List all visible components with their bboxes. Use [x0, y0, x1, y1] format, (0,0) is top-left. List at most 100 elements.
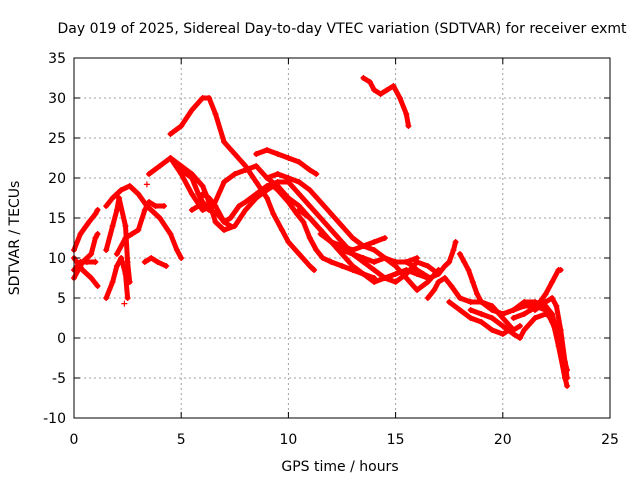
- data-point: [446, 299, 453, 305]
- data-point: [141, 259, 148, 265]
- data-point: [263, 175, 270, 181]
- data-point: [94, 283, 101, 289]
- data-point: [296, 191, 303, 197]
- series-track-1: [71, 207, 101, 253]
- data-point: [212, 111, 219, 117]
- data-point: [122, 235, 129, 241]
- y-axis-title: SDTVAR / TECUs: [7, 181, 23, 296]
- data-point: [79, 267, 86, 273]
- data-point: [414, 255, 421, 261]
- data-point: [405, 123, 412, 129]
- data-point: [516, 323, 523, 329]
- data-point: [414, 267, 421, 273]
- data-point: [156, 163, 163, 169]
- data-point: [221, 179, 228, 185]
- data-point: [531, 307, 538, 313]
- data-point: [360, 271, 367, 277]
- data-point: [371, 87, 378, 93]
- data-point: [390, 83, 397, 89]
- x-tick-label: 20: [494, 432, 512, 448]
- data-point: [124, 295, 131, 301]
- data-point: [499, 311, 506, 317]
- data-point: [94, 207, 101, 213]
- data-point: [167, 131, 174, 137]
- data-point: [253, 151, 260, 157]
- data-point: [414, 287, 421, 293]
- data-point: [531, 299, 538, 305]
- data-point: [161, 203, 168, 209]
- data-point: [274, 151, 281, 157]
- data-point: [167, 155, 174, 161]
- data-point: [339, 243, 345, 249]
- data-point: [135, 191, 142, 197]
- data-point: [296, 179, 303, 185]
- series-track: [142, 255, 169, 269]
- series-track-26: [510, 299, 568, 381]
- data-point: [521, 327, 528, 333]
- x-tick-label: 10: [279, 432, 297, 448]
- data-point: [371, 259, 378, 265]
- data-point: [450, 247, 457, 253]
- data-point: [557, 267, 564, 273]
- data-point: [86, 219, 93, 225]
- data-point: [328, 227, 335, 233]
- series-track: [403, 239, 459, 281]
- data-point: [456, 307, 463, 313]
- data-point: [109, 279, 116, 285]
- series-track: [71, 255, 101, 289]
- data-point: [236, 203, 243, 209]
- data-point: [313, 171, 320, 177]
- data-point: [339, 263, 345, 269]
- data-point: [349, 263, 356, 269]
- x-tick-label: 25: [601, 432, 619, 448]
- data-point: [371, 279, 378, 285]
- data-point: [285, 195, 292, 201]
- series-track: [178, 167, 441, 285]
- data-point: [317, 199, 324, 205]
- data-point: [221, 219, 228, 225]
- data-point: [317, 215, 324, 221]
- data-point: [83, 259, 90, 265]
- data-point: [435, 279, 442, 285]
- series-track-20: [403, 239, 459, 281]
- data-point: [300, 219, 307, 225]
- data-point: [285, 175, 292, 181]
- data-point: [253, 191, 260, 197]
- series-track-9: [141, 255, 170, 269]
- data-point: [403, 111, 410, 117]
- y-tick-label: 20: [48, 171, 66, 187]
- data-point: [521, 311, 528, 317]
- data-point: [306, 215, 313, 221]
- data-point: [126, 279, 133, 285]
- data-point: [212, 203, 219, 209]
- data-point: [392, 271, 399, 277]
- chart-title: Day 019 of 2025, Sidereal Day-to-day VTE…: [58, 21, 628, 37]
- data-point: [311, 267, 318, 273]
- data-point: [478, 319, 485, 325]
- data-point: [521, 299, 528, 305]
- data-point: [221, 139, 228, 145]
- data-point: [88, 275, 95, 281]
- data-point: [424, 295, 431, 301]
- data-point: [242, 199, 249, 205]
- y-tick-label: 10: [48, 251, 66, 267]
- data-point: [122, 223, 129, 229]
- data-point: [549, 295, 556, 301]
- data-point: [156, 215, 163, 221]
- data-point: [274, 179, 281, 185]
- data-point: [542, 311, 549, 317]
- data-point: [206, 95, 213, 101]
- data-point: [366, 79, 373, 85]
- data-point: [409, 263, 416, 269]
- data-point: [188, 207, 195, 213]
- data-point: [113, 207, 120, 213]
- data-point: [403, 275, 410, 281]
- series-track-12: [167, 95, 318, 273]
- data-point: [371, 239, 378, 245]
- data-point: [381, 275, 388, 281]
- series-track-6: [103, 255, 131, 301]
- series-track: [425, 275, 523, 333]
- data-point: [135, 227, 142, 233]
- data-point: [431, 287, 438, 293]
- data-point: [420, 271, 427, 277]
